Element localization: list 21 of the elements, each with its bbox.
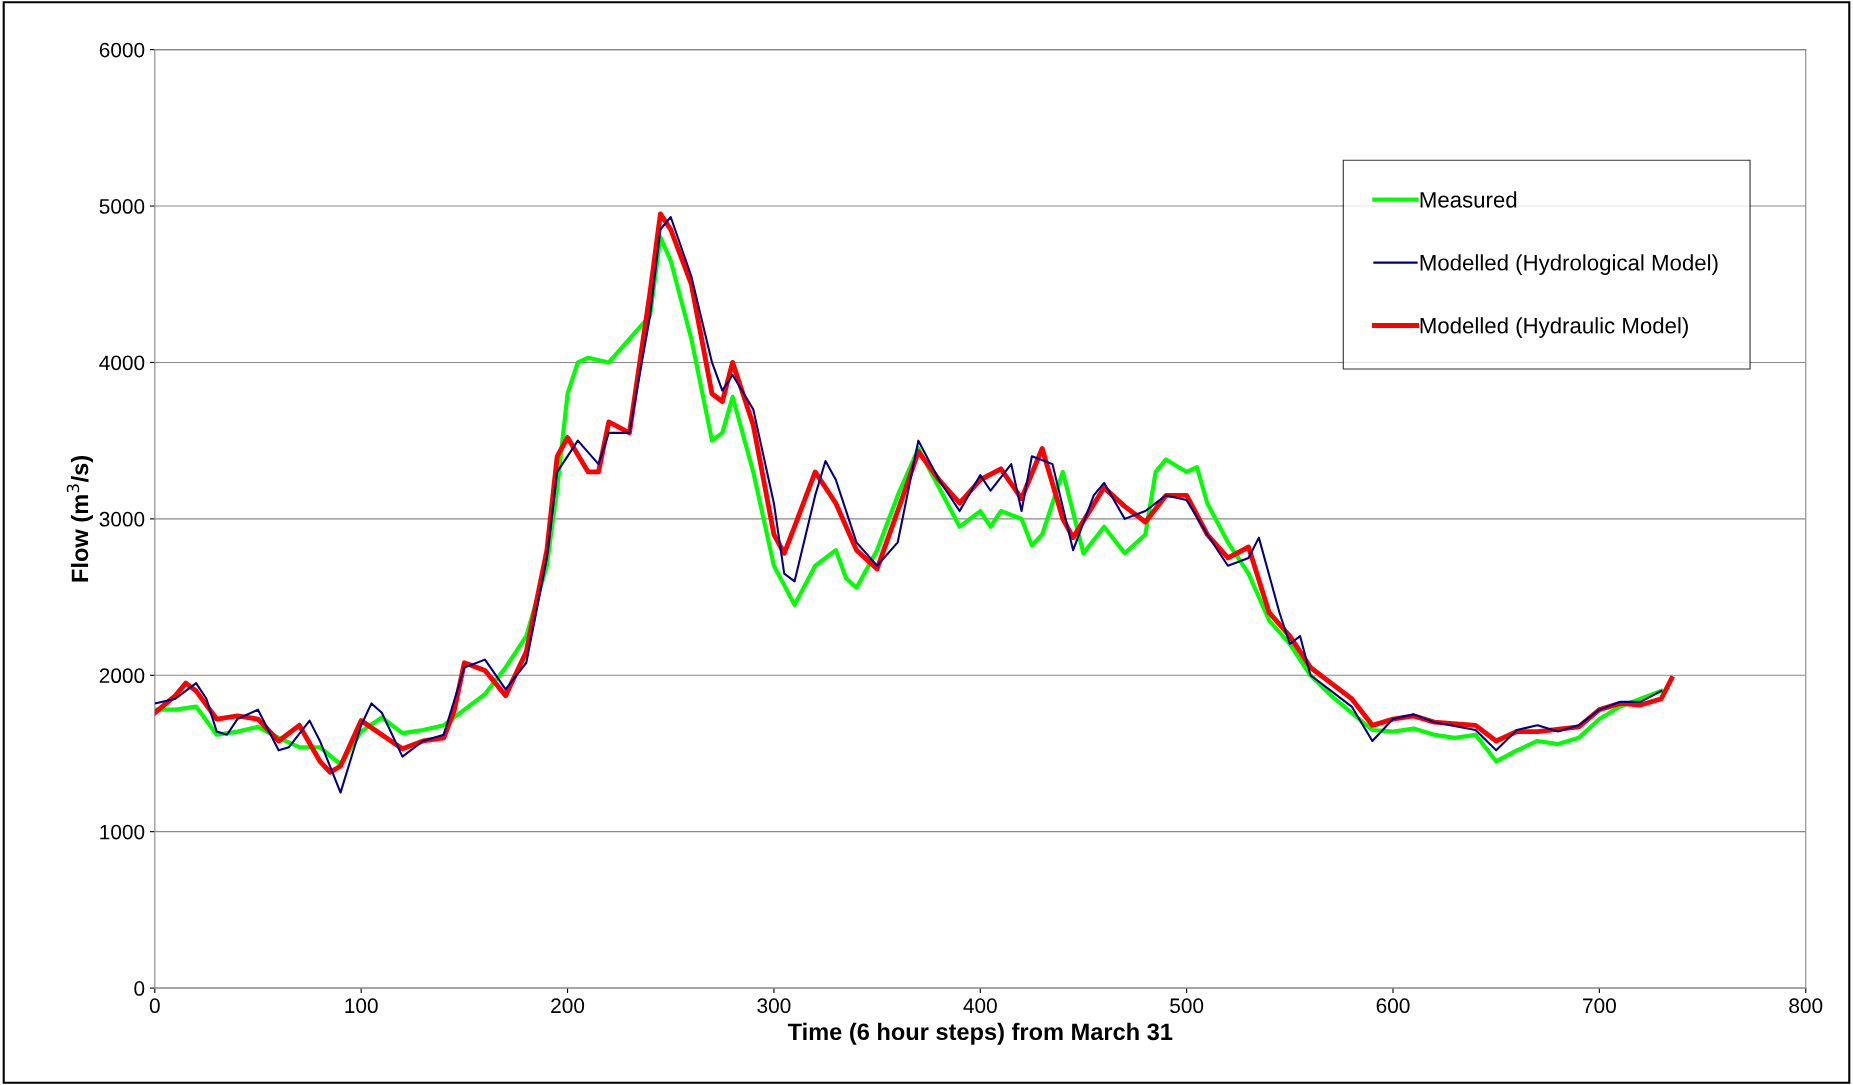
y-tick-label: 2000 <box>99 668 145 684</box>
x-tick-label: 100 <box>345 998 378 1014</box>
legend-label: Modelled (Hydraulic Model) <box>1420 317 1688 338</box>
y-tick-label: 1000 <box>100 824 145 840</box>
x-tick-label: 0 <box>149 998 160 1014</box>
x-tick-label: 700 <box>1583 998 1616 1014</box>
y-tick-label: 3000 <box>99 511 145 527</box>
x-tick-label: 300 <box>757 998 791 1014</box>
x-tick-label: 400 <box>963 998 997 1014</box>
x-tick-label: 600 <box>1376 998 1410 1014</box>
x-tick-label: 500 <box>1170 998 1204 1014</box>
legend-label: Modelled (Hydrological Model) <box>1420 254 1718 275</box>
x-axis-title: Time (6 hour steps) from March 31 <box>787 1022 1173 1045</box>
y-axis-title: Flow (m$^{3}$/s) <box>66 456 93 582</box>
y-tick-label: 4000 <box>99 355 145 371</box>
x-tick-label: 800 <box>1789 998 1823 1014</box>
y-tick-label: 0 <box>134 981 145 996</box>
y-tick-label: 6000 <box>99 42 145 58</box>
x-tick-label: 200 <box>551 998 585 1014</box>
y-tick-label: 5000 <box>99 199 145 214</box>
legend-label: Measured <box>1420 191 1517 208</box>
